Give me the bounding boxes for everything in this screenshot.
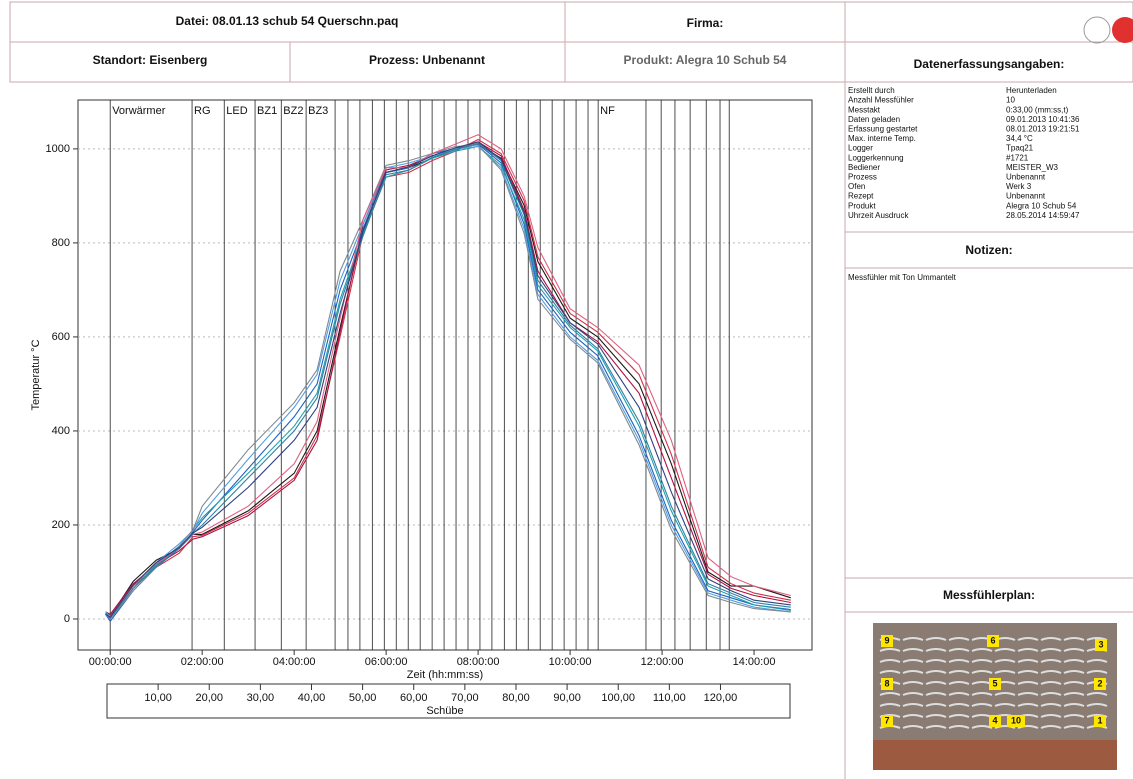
plan-photo-base xyxy=(873,740,1117,770)
y-axis-label: Temperatur °C xyxy=(30,339,42,410)
x2-tick-label: 90,00 xyxy=(553,692,581,704)
series-line xyxy=(106,143,791,618)
x-tick-label: 14:00:00 xyxy=(733,656,776,668)
x2-tick-label: 30,00 xyxy=(247,692,275,704)
series-line xyxy=(106,147,791,620)
plan-title: Messfühlerplan: xyxy=(943,588,1035,602)
info-key: Anzahl Messfühler xyxy=(848,96,914,105)
info-key: Erstellt durch xyxy=(848,86,895,95)
info-key: Ofen xyxy=(848,182,865,191)
x-tick-label: 02:00:00 xyxy=(181,656,224,668)
zone-label: NF xyxy=(600,105,615,117)
info-key: Daten geladen xyxy=(848,115,900,124)
info-key: Erfassung gestartet xyxy=(848,125,918,134)
info-value: Herunterladen xyxy=(1006,86,1057,95)
company: Firma: xyxy=(687,16,724,30)
x2-tick-label: 60,00 xyxy=(400,692,428,704)
probe-label: 8 xyxy=(884,678,889,688)
info-value: Tpaq21 xyxy=(1006,144,1034,153)
x-tick-label: 00:00:00 xyxy=(89,656,132,668)
info-value: 34,4 °C xyxy=(1006,134,1033,143)
y-tick-label: 1000 xyxy=(46,143,70,155)
zone-label: BZ3 xyxy=(308,105,328,117)
logo-circle xyxy=(1112,17,1133,43)
info-value: Alegra 10 Schub 54 xyxy=(1006,201,1077,210)
x2-tick-label: 100,00 xyxy=(601,692,635,704)
x2-tick-label: 70,00 xyxy=(451,692,479,704)
x2-tick-label: 110,00 xyxy=(653,692,686,704)
y-tick-label: 800 xyxy=(52,237,70,249)
series-line xyxy=(106,145,791,619)
x-tick-label: 06:00:00 xyxy=(365,656,408,668)
series-line xyxy=(106,144,791,621)
zone-label: RG xyxy=(194,105,211,117)
x-tick-label: 08:00:00 xyxy=(457,656,500,668)
info-key: Max. interne Temp. xyxy=(848,134,916,143)
info-key: Uhrzeit Ausdruck xyxy=(848,211,909,220)
probe-plan: 9 6 3 8 5 2 7 4 10 1 xyxy=(873,623,1117,770)
info-key: Prozess xyxy=(848,173,877,182)
y-tick-label: 600 xyxy=(52,331,70,343)
x2-tick-label: 20,00 xyxy=(195,692,223,704)
zone-label: BZ2 xyxy=(283,105,303,117)
info-key: Logger xyxy=(848,144,873,153)
probe-label: 6 xyxy=(990,635,995,645)
x2-tick-label: 80,00 xyxy=(502,692,530,704)
x2-axis-label: Schübe xyxy=(426,705,463,717)
notes: Messfühler mit Ton Ummantelt xyxy=(848,273,957,282)
info-key: Loggerkennung xyxy=(848,153,904,162)
info-value: #1721 xyxy=(1006,153,1029,162)
process: Prozess: Unbenannt xyxy=(369,53,485,67)
probe-label: 10 xyxy=(1011,715,1021,725)
x-tick-label: 04:00:00 xyxy=(273,656,316,668)
info-value: Unbenannt xyxy=(1006,192,1046,201)
info-value: 28.05.2014 14:59:47 xyxy=(1006,211,1080,220)
y-tick-label: 400 xyxy=(52,425,70,437)
x2-tick-label: 120,00 xyxy=(704,692,738,704)
y-tick-label: 0 xyxy=(64,613,70,625)
info-key: Bediener xyxy=(848,163,880,172)
info-value: MEISTER_W3 xyxy=(1006,163,1059,172)
info-key: Rezept xyxy=(848,192,874,201)
y-tick-label: 200 xyxy=(52,519,70,531)
plot-frame xyxy=(78,100,812,650)
probe-label: 3 xyxy=(1098,639,1103,649)
info-title: Datenerfassungsangaben: xyxy=(914,57,1065,71)
probe-label: 4 xyxy=(992,715,997,725)
info-value: Unbenannt xyxy=(1006,173,1046,182)
product: Produkt: Alegra 10 Schub 54 xyxy=(624,53,787,67)
probe-label: 2 xyxy=(1097,678,1102,688)
zone-label: Vorwärmer xyxy=(112,105,166,117)
info-value: Werk 3 xyxy=(1006,182,1032,191)
x-axis-label: Zeit (hh:mm:ss) xyxy=(407,669,483,681)
series-line xyxy=(106,142,791,615)
info-key: Produkt xyxy=(848,201,876,210)
probe-label: 5 xyxy=(992,678,997,688)
x-tick-label: 10:00:00 xyxy=(549,656,592,668)
zone-label: BZ1 xyxy=(257,105,277,117)
zone-label: LED xyxy=(226,105,247,117)
info-value: 08.01.2013 19:21:51 xyxy=(1006,125,1080,134)
info-value: 10 xyxy=(1006,96,1015,105)
x2-tick-label: 10,00 xyxy=(144,692,172,704)
probe-label: 9 xyxy=(884,635,889,645)
logo-circle xyxy=(1084,17,1110,43)
x-tick-label: 12:00:00 xyxy=(641,656,684,668)
info-key: Messtakt xyxy=(848,105,881,114)
probe-label: 1 xyxy=(1097,715,1102,725)
notes-title: Notizen: xyxy=(965,243,1012,257)
info-value: 0:33,00 (mm:ss,t) xyxy=(1006,105,1069,114)
info-value: 09.01.2013 10:41:36 xyxy=(1006,115,1080,124)
x2-tick-label: 50,00 xyxy=(349,692,377,704)
x2-tick-label: 40,00 xyxy=(298,692,326,704)
file-name: Datei: 08.01.13 schub 54 Querschn.paq xyxy=(176,14,399,28)
probe-label: 7 xyxy=(884,715,889,725)
site: Standort: Eisenberg xyxy=(93,53,208,67)
